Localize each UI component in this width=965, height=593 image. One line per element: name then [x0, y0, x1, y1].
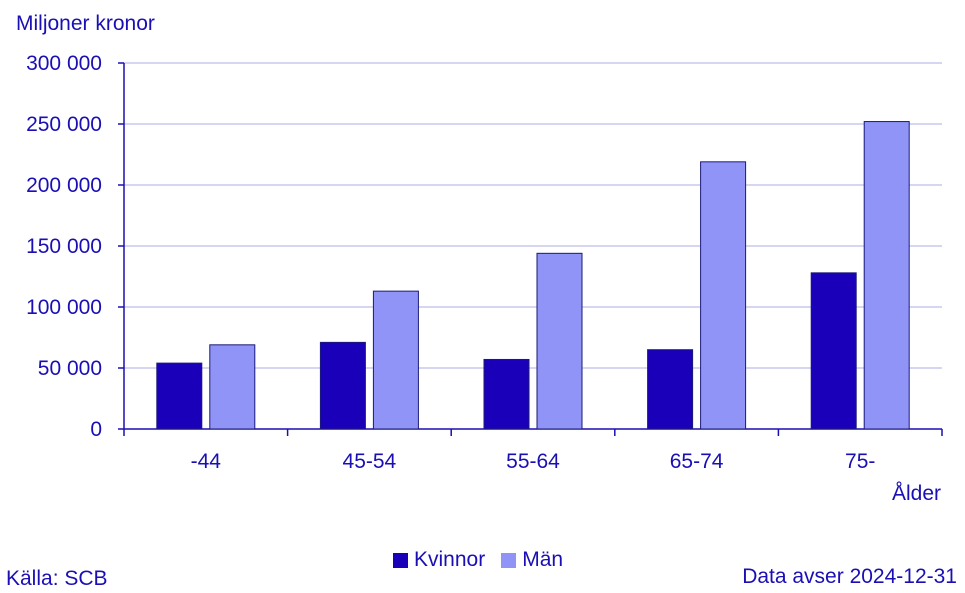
legend: Kvinnor Män [393, 548, 573, 572]
legend-label-kvinnor: Kvinnor [414, 548, 486, 571]
bar-man [700, 161, 747, 430]
x-tick-label: 45-54 [343, 450, 397, 473]
y-tick-label: 50 000 [38, 357, 102, 380]
y-tick-label: 150 000 [26, 235, 102, 258]
source-note: Källa: SCB [6, 567, 108, 590]
bar-kvinnor [647, 349, 694, 430]
legend-item-man: Män [501, 548, 563, 572]
y-axis-label: Miljoner kronor [16, 12, 155, 35]
legend-item-kvinnor: Kvinnor [393, 548, 485, 572]
legend-label-man: Män [522, 548, 564, 571]
date-note: Data avser 2024-12-31 [742, 565, 957, 588]
x-axis-label: Ålder [891, 482, 941, 505]
y-tick-label: 100 000 [26, 296, 102, 319]
bar-man [863, 121, 910, 430]
bar-man [372, 290, 419, 430]
x-tick-label: 75- [845, 450, 875, 473]
bar-man [536, 252, 583, 430]
bar-kvinnor [810, 272, 857, 430]
y-tick-label: 0 [90, 418, 102, 441]
x-tick-label: 55-64 [506, 450, 560, 473]
y-tick-label: 200 000 [26, 174, 102, 197]
bar-kvinnor [156, 362, 203, 430]
bar-kvinnor [319, 341, 366, 430]
legend-swatch-kvinnor [393, 552, 408, 568]
x-tick-label: -44 [191, 450, 222, 473]
legend-swatch-man [501, 552, 517, 568]
bar-kvinnor [483, 358, 530, 430]
y-tick-label: 300 000 [26, 52, 102, 75]
bar-man [209, 344, 256, 430]
y-tick-label: 250 000 [26, 113, 102, 136]
x-tick-label: 65-74 [670, 450, 724, 473]
